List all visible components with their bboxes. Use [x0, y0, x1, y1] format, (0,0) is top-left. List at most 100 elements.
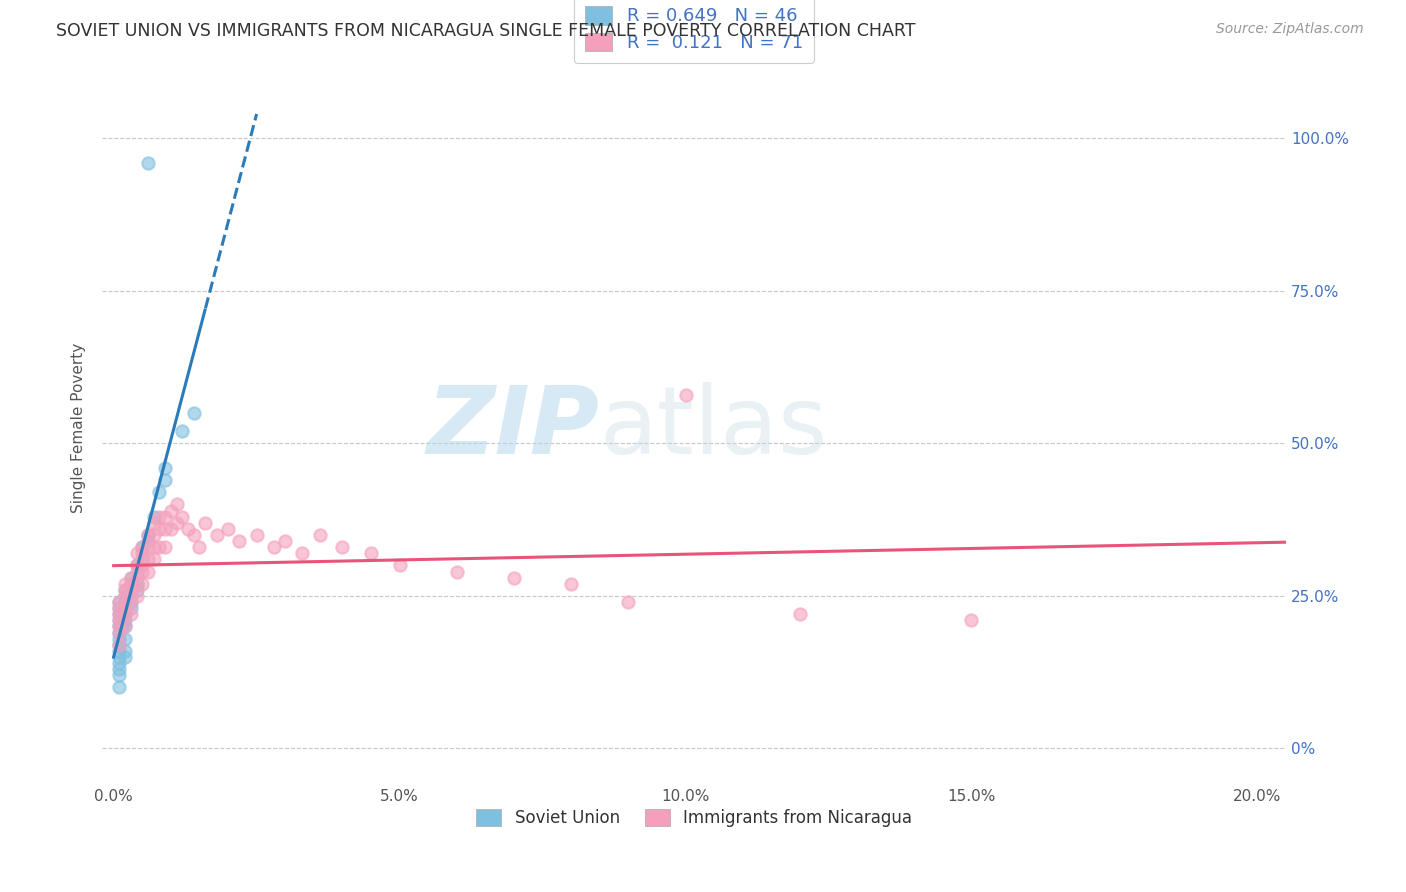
Point [120, 571, 142, 585]
Point [108, 619, 131, 633]
Point [125, 589, 148, 603]
Point [120, 582, 142, 597]
Point [136, 528, 159, 542]
Point [142, 516, 165, 530]
Point [108, 668, 131, 682]
Point [142, 552, 165, 566]
Point [142, 528, 165, 542]
Point [114, 589, 136, 603]
Point [111, 607, 134, 622]
Point [111, 619, 134, 633]
Point [217, 522, 239, 536]
Point [125, 546, 148, 560]
Text: Source: ZipAtlas.com: Source: ZipAtlas.com [1216, 22, 1364, 37]
Point [125, 576, 148, 591]
Point [114, 649, 136, 664]
Point [136, 552, 159, 566]
Point [166, 498, 188, 512]
Point [131, 540, 153, 554]
Point [148, 540, 170, 554]
Point [142, 540, 165, 554]
Point [142, 509, 165, 524]
Point [125, 558, 148, 573]
Point [108, 613, 131, 627]
Point [114, 589, 136, 603]
Point [503, 571, 526, 585]
Text: SOVIET UNION VS IMMIGRANTS FROM NICARAGUA SINGLE FEMALE POVERTY CORRELATION CHAR: SOVIET UNION VS IMMIGRANTS FROM NICARAGU… [56, 22, 915, 40]
Point [148, 522, 170, 536]
Point [228, 534, 250, 549]
Point [114, 644, 136, 658]
Point [108, 644, 131, 658]
Point [125, 582, 148, 597]
Point [114, 582, 136, 597]
Point [108, 638, 131, 652]
Point [108, 625, 131, 640]
Point [246, 528, 269, 542]
Point [114, 595, 136, 609]
Point [136, 565, 159, 579]
Text: ZIP: ZIP [426, 382, 599, 475]
Point [789, 607, 811, 622]
Point [617, 595, 640, 609]
Point [108, 607, 131, 622]
Point [108, 662, 131, 676]
Point [125, 571, 148, 585]
Point [153, 522, 176, 536]
Point [114, 632, 136, 646]
Point [148, 485, 170, 500]
Point [125, 558, 148, 573]
Point [120, 601, 142, 615]
Point [108, 656, 131, 670]
Point [274, 534, 297, 549]
Legend: Soviet Union, Immigrants from Nicaragua: Soviet Union, Immigrants from Nicaragua [470, 802, 918, 834]
Point [131, 552, 153, 566]
Point [131, 565, 153, 579]
Point [172, 424, 194, 438]
Point [120, 595, 142, 609]
Point [114, 607, 136, 622]
Point [153, 540, 176, 554]
Point [108, 601, 131, 615]
Point [160, 503, 183, 517]
Point [388, 558, 411, 573]
Point [332, 540, 354, 554]
Point [108, 607, 131, 622]
Point [136, 540, 159, 554]
Point [108, 632, 131, 646]
Point [172, 509, 194, 524]
Point [108, 595, 131, 609]
Point [188, 540, 211, 554]
Point [183, 406, 205, 420]
Point [131, 558, 153, 573]
Point [560, 576, 582, 591]
Point [136, 528, 159, 542]
Point [114, 576, 136, 591]
Point [263, 540, 285, 554]
Point [108, 619, 131, 633]
Text: atlas: atlas [599, 382, 828, 475]
Point [675, 387, 697, 401]
Point [120, 576, 142, 591]
Point [120, 589, 142, 603]
Point [177, 522, 200, 536]
Point [125, 576, 148, 591]
Point [108, 649, 131, 664]
Point [120, 576, 142, 591]
Point [131, 546, 153, 560]
Point [114, 619, 136, 633]
Point [308, 528, 330, 542]
Point [114, 601, 136, 615]
Point [153, 473, 176, 487]
Point [160, 522, 183, 536]
Point [194, 516, 217, 530]
Point [114, 582, 136, 597]
Point [183, 528, 205, 542]
Point [114, 613, 136, 627]
Point [360, 546, 382, 560]
Point [114, 601, 136, 615]
Point [960, 613, 983, 627]
Point [446, 565, 468, 579]
Point [125, 565, 148, 579]
Y-axis label: Single Female Poverty: Single Female Poverty [72, 343, 86, 513]
